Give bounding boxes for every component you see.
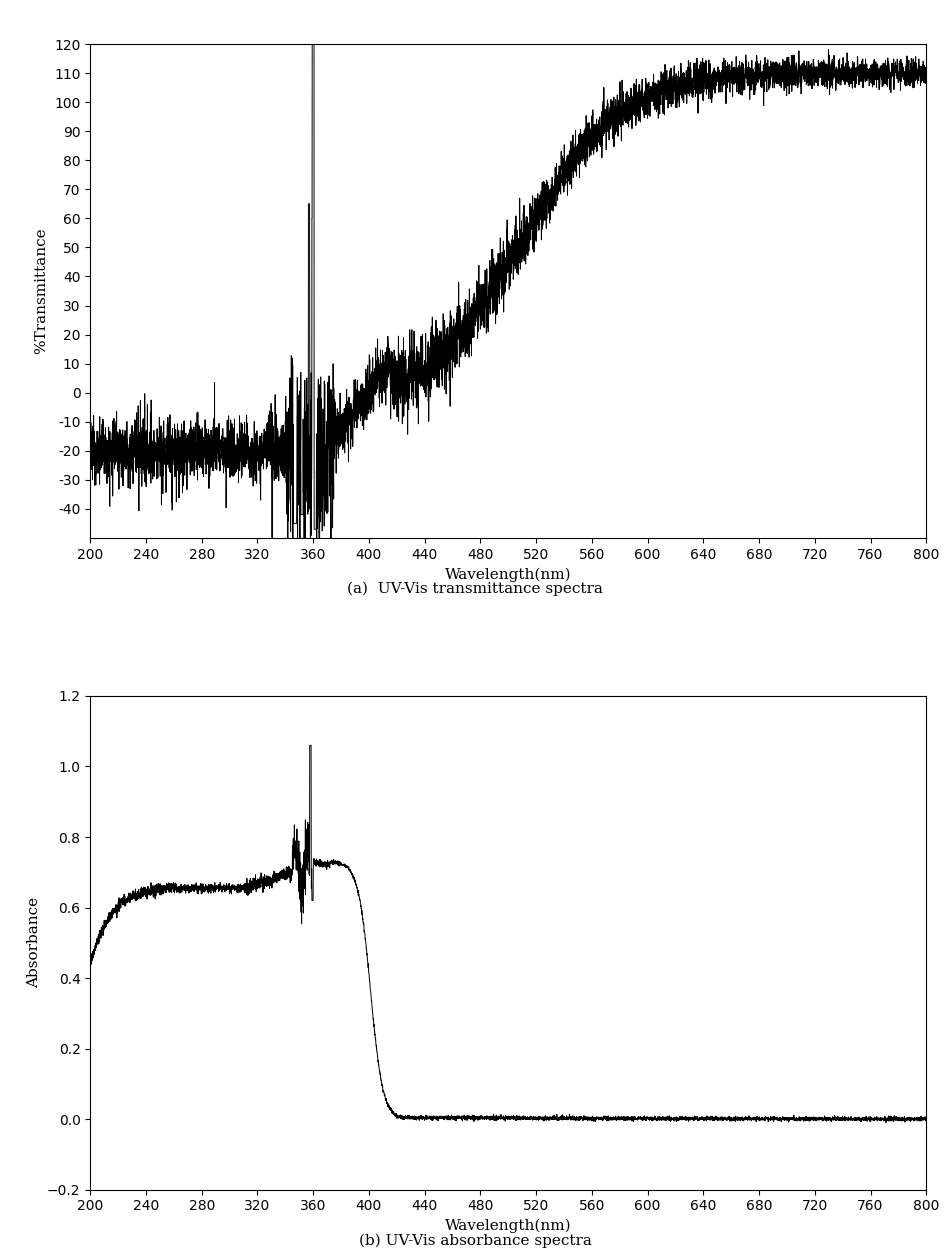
Y-axis label: %Transmittance: %Transmittance [34, 228, 48, 354]
Text: (a)  UV-Vis transmittance spectra: (a) UV-Vis transmittance spectra [347, 582, 603, 597]
X-axis label: Wavelength(nm): Wavelength(nm) [445, 1219, 572, 1234]
X-axis label: Wavelength(nm): Wavelength(nm) [445, 567, 572, 582]
Y-axis label: Absorbance: Absorbance [28, 898, 42, 988]
Text: (b) UV-Vis absorbance spectra: (b) UV-Vis absorbance spectra [358, 1234, 592, 1248]
